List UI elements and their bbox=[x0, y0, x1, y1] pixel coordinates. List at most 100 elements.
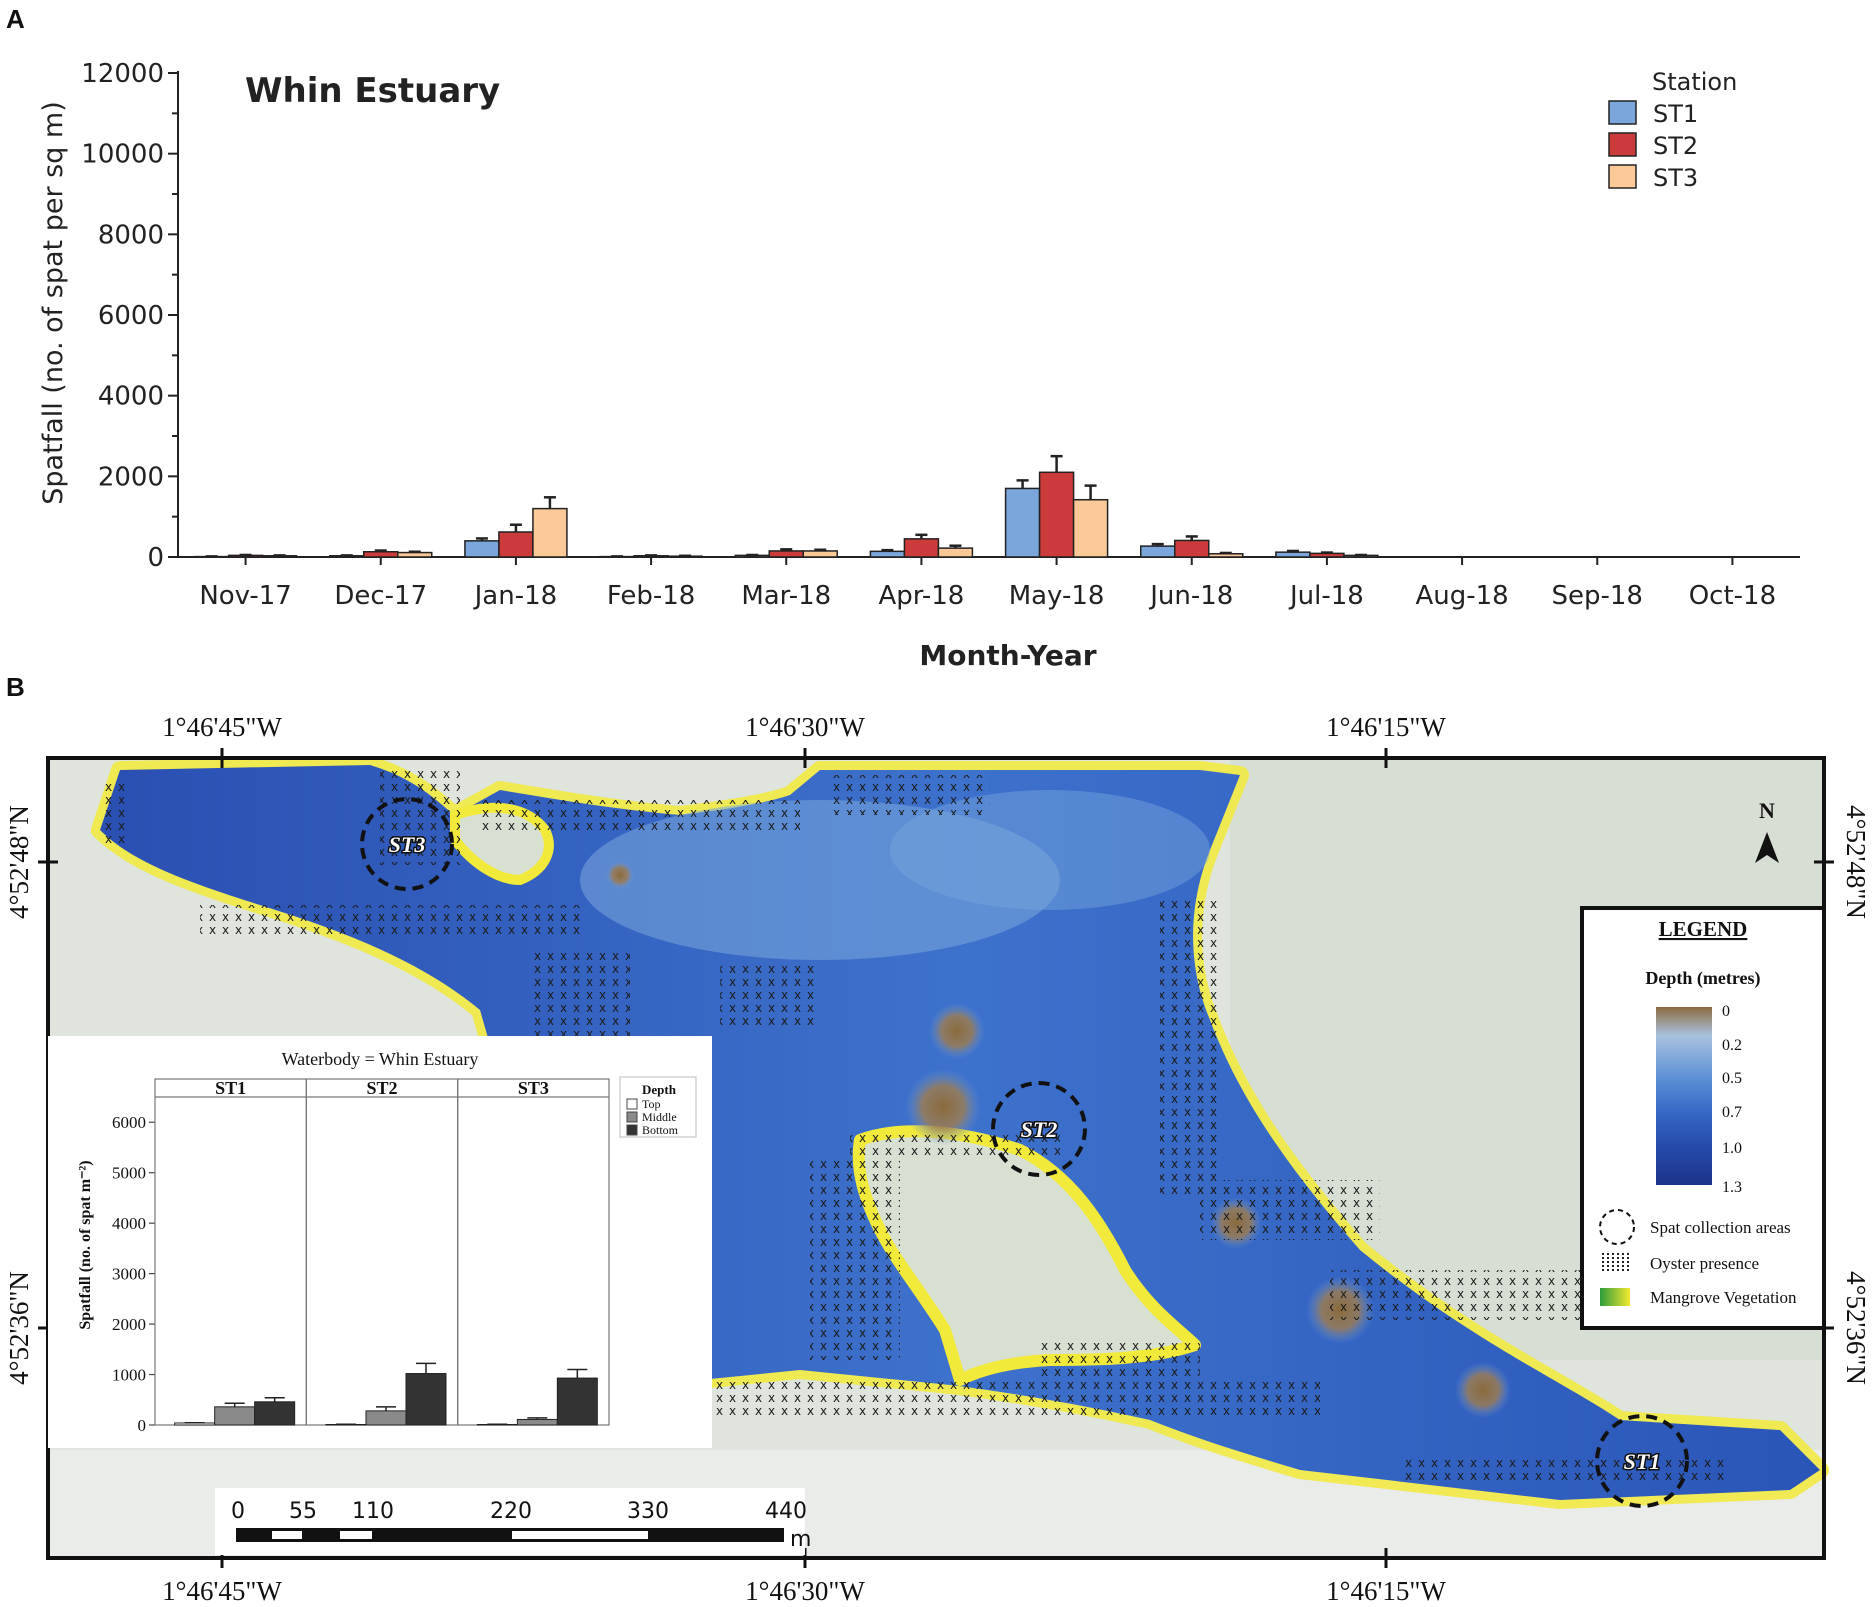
depth-tick-label: 0 bbox=[1722, 1003, 1730, 1020]
bar-st1-may-18 bbox=[1004, 487, 1041, 558]
map-legend: LEGEND Depth (metres) 0 0.2 0.5 0.7 1.0 1.3 S… bbox=[1580, 906, 1826, 1330]
coord-top-1: 1°46'45"W bbox=[162, 712, 282, 742]
inset-bar-st1-middle bbox=[214, 1406, 256, 1426]
chart-a-x-tick-label: Oct-18 bbox=[1689, 581, 1776, 611]
chart-a-legend-title: Station bbox=[1652, 68, 1737, 96]
inset-facet-st1: ST1 bbox=[215, 1078, 246, 1098]
inset-legend-label-bottom: Bottom bbox=[642, 1123, 679, 1137]
chart-a-x-tick-label: Dec-17 bbox=[334, 581, 427, 611]
chart-a-x-tick-label: Apr-18 bbox=[879, 581, 965, 611]
depth-tick-label: 0.2 bbox=[1722, 1037, 1742, 1054]
inset-legend-label-top: Top bbox=[642, 1097, 661, 1111]
coord-right-1: 4°52'48"N bbox=[1841, 805, 1871, 919]
bar-st3-jan-18 bbox=[532, 507, 568, 558]
inset-legend-title: Depth bbox=[642, 1082, 677, 1097]
inset-y-tick-label: 0 bbox=[138, 1416, 147, 1435]
station-st1-label: ST1 bbox=[1624, 1449, 1661, 1474]
inset-bar-st3-bottom bbox=[556, 1377, 598, 1426]
panel-a-letter: A bbox=[6, 4, 25, 34]
inset-y-tick-label: 4000 bbox=[112, 1214, 146, 1233]
chart-a-x-tick-label: Sep-18 bbox=[1552, 581, 1643, 611]
coord-left-1: 4°52'48"N bbox=[4, 805, 34, 919]
bar-st3-may-18 bbox=[1072, 498, 1109, 558]
coord-bottom-1: 1°46'45"W bbox=[162, 1576, 282, 1606]
inset-y-axis-title: Spatfall (no. of spat m⁻²) bbox=[77, 1160, 94, 1329]
station-st3-label: ST3 bbox=[389, 832, 426, 857]
legend-item-spat: Spat collection areas bbox=[1650, 1218, 1791, 1237]
spat-collection-icon bbox=[1599, 1209, 1635, 1245]
chart-a-x-tick-label: Jul-18 bbox=[1288, 581, 1364, 611]
map-coordinates: 1°46'45"W 1°46'30"W 1°46'15"W 1°46'45"W … bbox=[4, 712, 1871, 1606]
scale-tick-label: 55 bbox=[289, 1499, 317, 1524]
bar-st1-apr-18 bbox=[869, 550, 906, 558]
bar-st1-jun-18 bbox=[1140, 545, 1176, 558]
legend-label-st3: ST3 bbox=[1653, 164, 1698, 192]
chart-a-y-axis-title: Spatfall (no. of spat per sq m) bbox=[38, 101, 69, 504]
inset-bar-st2-bottom bbox=[405, 1373, 447, 1426]
chart-a-y-tick-label: 10000 bbox=[81, 140, 164, 170]
chart-a-x-tick-label: Jun-18 bbox=[1148, 581, 1233, 611]
bar-st1-jan-18 bbox=[464, 540, 500, 558]
station-st1[interactable]: ST1 bbox=[1595, 1414, 1689, 1508]
bar-st2-apr-18 bbox=[903, 538, 940, 558]
chart-a-y-tick-label: 6000 bbox=[98, 301, 164, 331]
legend-item-mangrove: Mangrove Vegetation bbox=[1650, 1288, 1797, 1307]
station-st2[interactable]: ST2 bbox=[991, 1081, 1087, 1177]
station-st3[interactable]: ST3 bbox=[360, 797, 454, 891]
bar-st1-jul-18 bbox=[1275, 551, 1311, 558]
inset-bar-st1-bottom bbox=[254, 1401, 296, 1426]
chart-a-y-tick-label: 12000 bbox=[81, 59, 164, 89]
inset-y-tick-label: 5000 bbox=[112, 1164, 146, 1183]
mangrove-icon bbox=[1600, 1288, 1630, 1306]
depth-colorbar bbox=[1656, 1007, 1712, 1185]
scale-unit: m bbox=[790, 1527, 811, 1552]
legend-item-oyster: Oyster presence bbox=[1650, 1254, 1759, 1273]
station-st2-label: ST2 bbox=[1021, 1117, 1058, 1142]
inset-chart: Waterbody = Whin Estuary Spatfall (no. o… bbox=[48, 1036, 712, 1448]
chart-a-y-tick-label: 8000 bbox=[98, 220, 164, 250]
inset-legend-swatch-bottom bbox=[626, 1124, 638, 1136]
inset-facet-st3: ST3 bbox=[518, 1078, 549, 1098]
inset-bar-st2-middle bbox=[365, 1410, 407, 1426]
inset-y-tick-label: 6000 bbox=[112, 1113, 146, 1132]
scale-tick-label: 220 bbox=[490, 1499, 532, 1524]
depth-tick-label: 0.7 bbox=[1722, 1104, 1742, 1121]
map-legend-title: LEGEND bbox=[1659, 917, 1748, 941]
chart-a-x-tick-label: Feb-18 bbox=[607, 581, 696, 611]
inset-legend-swatch-middle bbox=[626, 1111, 638, 1123]
inset-facet-st2: ST2 bbox=[366, 1078, 397, 1098]
chart-a-y-tick-label: 0 bbox=[147, 543, 164, 573]
north-arrow-label: N bbox=[1759, 798, 1775, 823]
inset-y-tick-label: 2000 bbox=[112, 1315, 146, 1334]
north-arrow: N bbox=[1755, 798, 1779, 863]
bar-st3-jun-18 bbox=[1208, 553, 1244, 558]
inset-bar-st3-middle bbox=[516, 1418, 558, 1426]
inset-legend-label-middle: Middle bbox=[642, 1110, 677, 1124]
inset-legend-swatch-top bbox=[626, 1098, 638, 1110]
oyster-presence-icon bbox=[1602, 1253, 1629, 1273]
bar-st2-may-18 bbox=[1038, 471, 1075, 558]
bar-st3-apr-18 bbox=[937, 547, 974, 558]
coord-top-3: 1°46'15"W bbox=[1326, 712, 1446, 742]
north-arrow-icon bbox=[1755, 832, 1779, 863]
inset-title: Waterbody = Whin Estuary bbox=[282, 1049, 479, 1069]
depth-tick-label: 1.3 bbox=[1722, 1179, 1742, 1196]
bar-st3-mar-18 bbox=[802, 550, 838, 558]
legend-swatch-st2 bbox=[1608, 132, 1637, 157]
legend-swatch-st1 bbox=[1608, 100, 1637, 125]
depth-tick-label: 0.5 bbox=[1722, 1070, 1742, 1087]
chart-a-x-tick-label: Jan-18 bbox=[473, 581, 558, 611]
shoal bbox=[1455, 1362, 1511, 1418]
chart-a-x-tick-label: Aug-18 bbox=[1415, 581, 1508, 611]
bar-st2-jul-18 bbox=[1309, 552, 1345, 558]
coord-bottom-3: 1°46'15"W bbox=[1326, 1576, 1446, 1606]
panel-b-letter: B bbox=[6, 672, 25, 702]
chart-a-x-tick-label: Nov-17 bbox=[199, 581, 292, 611]
shoal bbox=[606, 861, 634, 889]
coord-top-2: 1°46'30"W bbox=[745, 712, 865, 742]
scale-bar: 0 55 110 220 330 440 m bbox=[215, 1488, 811, 1555]
scale-tick-label: 110 bbox=[352, 1499, 394, 1524]
chart-a-x-tick-label: May-18 bbox=[1009, 581, 1105, 611]
depth-legend-title: Depth (metres) bbox=[1645, 968, 1760, 989]
